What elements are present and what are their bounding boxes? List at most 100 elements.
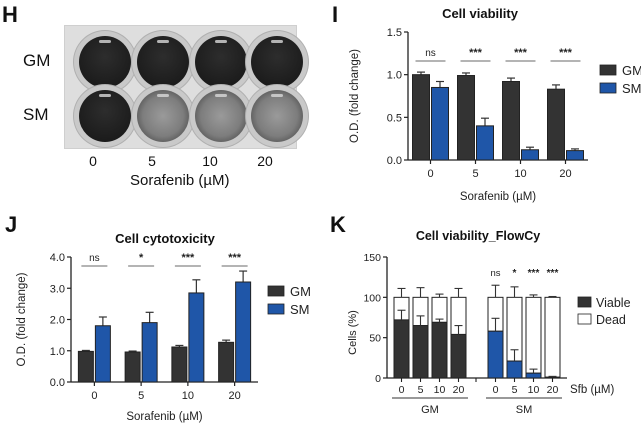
significance-label: * [513, 268, 517, 279]
significance-label: * [139, 252, 144, 264]
well-highlight [271, 94, 283, 97]
bar-sm [94, 325, 111, 383]
significance-label: *** [528, 268, 540, 279]
x-tick-label: 5 [512, 384, 518, 396]
bar-gm [502, 80, 520, 161]
panel-letter-j: J [5, 212, 18, 237]
x-tick-label: 20 [453, 384, 465, 396]
well-highlight [99, 40, 111, 43]
bar-sm [521, 149, 539, 161]
x-tick-label: 20 [559, 168, 571, 180]
dose-label: 20 [257, 153, 273, 169]
well-highlight [157, 40, 169, 43]
significance-label: *** [547, 268, 559, 279]
legend-label: Dead [596, 313, 626, 327]
y-axis-title: O.D. (fold change) [349, 49, 361, 143]
row-label-sm: SM [23, 105, 49, 124]
well-highlight [99, 94, 111, 97]
significance-label: ns [490, 268, 500, 279]
x-tick-label: 0 [493, 384, 499, 396]
bar-viable [431, 321, 448, 379]
bar-sm [188, 292, 205, 383]
x-tick-label: 0 [91, 390, 97, 402]
significance-label: *** [228, 252, 242, 264]
x-tick-label: 5 [138, 390, 144, 402]
y-tick-label: 1.0 [387, 70, 402, 82]
well-gm-5 [137, 36, 189, 88]
well-highlight [271, 40, 283, 43]
bar-sm [235, 281, 252, 383]
significance-label: *** [514, 47, 528, 59]
bar-dead [544, 296, 561, 378]
row-label-gm: GM [23, 51, 51, 70]
panel-letter-k: K [330, 212, 346, 237]
y-tick-label: 0.5 [387, 112, 402, 124]
bar-gm [218, 341, 235, 383]
bar-viable [506, 360, 523, 379]
chart-title: Cell viability_FlowCy [416, 229, 540, 243]
x-tick-label: 20 [547, 384, 559, 396]
legend-swatch-sm [267, 303, 285, 315]
y-tick-label: 100 [363, 292, 381, 304]
well-highlight [157, 94, 169, 97]
x-axis-title: Sorafenib (µM) [126, 411, 202, 423]
significance-label: *** [181, 252, 195, 264]
y-tick-label: 150 [363, 252, 381, 264]
bar-gm [77, 350, 94, 383]
significance-label: ns [425, 48, 436, 59]
group-label-sm: SM [516, 404, 533, 416]
bar-sm [566, 150, 584, 161]
panel-letter-h: H [2, 2, 18, 27]
legend-label: Viable [596, 296, 631, 310]
well-sm-0 [79, 90, 131, 142]
dose-label: 0 [89, 153, 97, 169]
chart-title: Cell cytotoxicity [115, 231, 215, 246]
x-tick-label: 0 [427, 168, 433, 180]
bar-viable [544, 376, 561, 379]
y-tick-label: 0 [375, 373, 381, 385]
y-tick-label: 1.5 [387, 27, 402, 39]
y-axis-title: O.D. (fold change) [16, 272, 28, 366]
x-tick-label: 20 [229, 390, 241, 402]
well-gm-0 [79, 36, 131, 88]
bar-dead [525, 296, 542, 374]
x-axis-title: Sfb (µM) [570, 384, 614, 396]
well-gm-20 [251, 36, 303, 88]
y-tick-label: 0.0 [50, 377, 65, 389]
y-tick-label: 3.0 [50, 283, 65, 295]
bar-viable [450, 333, 467, 379]
chart-title: Cell viability [442, 6, 519, 21]
legend-label: SM [290, 302, 310, 317]
chart-cell-cytotoxicity: Cell cytotoxicity 0.0 1.0 2.0 3.0 4.0 O.D. (fo… [16, 231, 311, 423]
legend-swatch-gm [267, 285, 285, 297]
legend-label: GM [290, 284, 311, 299]
bar-viable [525, 372, 542, 379]
legend-swatch-gm [599, 64, 617, 76]
x-tick-label: 10 [434, 384, 446, 396]
legend-swatch-sm [599, 82, 617, 94]
y-axis-title: Cells (%) [347, 310, 359, 355]
dose-label: 10 [202, 153, 218, 169]
bar-gm [457, 75, 475, 161]
y-tick-label: 1.0 [50, 346, 65, 358]
x-tick-label: 10 [528, 384, 540, 396]
x-tick-label: 10 [514, 168, 526, 180]
legend-label: GM [622, 63, 641, 78]
well-highlight [215, 94, 227, 97]
legend-swatch-dead [577, 313, 592, 325]
group-label-gm: GM [421, 404, 439, 416]
chart-cell-viability: Cell viability 0.0 0.5 1.0 1.5 O.D. (fold cha… [349, 6, 641, 203]
well-gm-10 [195, 36, 247, 88]
bar-gm [412, 74, 430, 161]
dose-label: 5 [148, 153, 156, 169]
legend-swatch-viable [577, 296, 592, 308]
panel-letter-i: I [332, 2, 339, 27]
x-tick-label: 0 [399, 384, 405, 396]
significance-label: ns [89, 253, 100, 264]
x-tick-label: 5 [472, 168, 478, 180]
bar-viable [393, 319, 410, 379]
well-sm-20 [251, 90, 303, 142]
y-tick-label: 0.0 [387, 155, 402, 167]
well-plate-photo [64, 25, 303, 149]
